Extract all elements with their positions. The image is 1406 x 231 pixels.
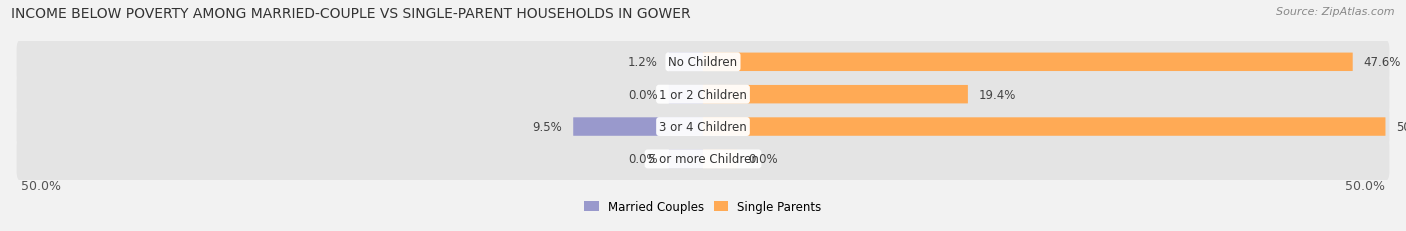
FancyBboxPatch shape xyxy=(669,53,703,72)
FancyBboxPatch shape xyxy=(703,85,967,104)
FancyBboxPatch shape xyxy=(17,41,1389,84)
FancyBboxPatch shape xyxy=(669,85,703,104)
Text: 9.5%: 9.5% xyxy=(533,121,562,134)
Text: INCOME BELOW POVERTY AMONG MARRIED-COUPLE VS SINGLE-PARENT HOUSEHOLDS IN GOWER: INCOME BELOW POVERTY AMONG MARRIED-COUPL… xyxy=(11,7,690,21)
FancyBboxPatch shape xyxy=(17,105,1389,149)
Text: 19.4%: 19.4% xyxy=(979,88,1017,101)
Text: 5 or more Children: 5 or more Children xyxy=(648,153,758,166)
Text: 3 or 4 Children: 3 or 4 Children xyxy=(659,121,747,134)
Text: 0.0%: 0.0% xyxy=(748,153,778,166)
Text: No Children: No Children xyxy=(668,56,738,69)
FancyBboxPatch shape xyxy=(703,53,1353,72)
Text: 50.0%: 50.0% xyxy=(1346,179,1385,192)
Text: 47.6%: 47.6% xyxy=(1364,56,1400,69)
FancyBboxPatch shape xyxy=(703,150,737,168)
Text: 50.0%: 50.0% xyxy=(1396,121,1406,134)
FancyBboxPatch shape xyxy=(17,137,1389,181)
Text: 0.0%: 0.0% xyxy=(628,153,658,166)
Legend: Married Couples, Single Parents: Married Couples, Single Parents xyxy=(585,200,821,213)
FancyBboxPatch shape xyxy=(669,150,703,168)
Text: 0.0%: 0.0% xyxy=(628,88,658,101)
Text: 1.2%: 1.2% xyxy=(628,56,658,69)
FancyBboxPatch shape xyxy=(574,118,703,136)
FancyBboxPatch shape xyxy=(17,73,1389,116)
Text: Source: ZipAtlas.com: Source: ZipAtlas.com xyxy=(1277,7,1395,17)
Text: 1 or 2 Children: 1 or 2 Children xyxy=(659,88,747,101)
Text: 50.0%: 50.0% xyxy=(21,179,60,192)
FancyBboxPatch shape xyxy=(703,118,1385,136)
